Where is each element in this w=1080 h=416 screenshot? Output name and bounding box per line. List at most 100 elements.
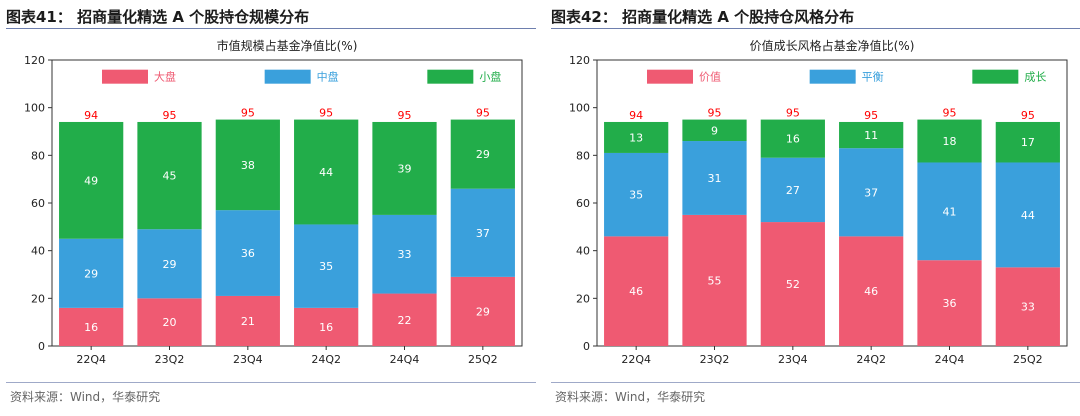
chart-container: 市值规模占基金净值比(%) 0 20 40 60 80 100 120 16 29 49 94 22Q4… (16, 34, 530, 374)
bar-segment-大盘 (215, 295, 280, 346)
data-label: 29 (476, 305, 490, 318)
data-label: 49 (84, 174, 98, 187)
data-label: 37 (476, 227, 490, 240)
bar-segment-大盘 (450, 276, 515, 346)
data-label: 33 (398, 248, 412, 261)
legend-label: 成长 (1024, 71, 1046, 84)
y-tick-label: 0 (583, 340, 590, 353)
total-label: 95 (1021, 109, 1035, 122)
y-tick-label: 60 (31, 197, 45, 210)
footer-divider (6, 382, 536, 383)
total-label: 95 (163, 109, 177, 122)
y-tick-label: 80 (576, 149, 590, 162)
total-label: 95 (708, 107, 722, 120)
x-tick-label: 23Q4 (778, 353, 808, 366)
bar-segment-大盘 (372, 293, 437, 346)
bar-segment-小盘 (215, 119, 280, 211)
legend-label: 中盘 (317, 70, 339, 84)
bar-segment-平衡 (995, 162, 1060, 268)
data-label: 13 (629, 131, 643, 144)
source-note: 资料来源：Wind，华泰研究 (10, 390, 161, 404)
total-label: 95 (241, 107, 255, 120)
data-label: 41 (943, 205, 957, 218)
stacked-bar-chart-style: 价值成长风格占基金净值比(%) 0 20 40 60 80 100 120 46 35 13 94 22… (569, 38, 1068, 366)
legend-swatch-价值 (647, 69, 693, 84)
total-label: 95 (864, 109, 878, 122)
x-tick-label: 24Q2 (856, 353, 886, 366)
data-label: 11 (864, 129, 878, 142)
bar-segment-中盘 (215, 210, 280, 296)
total-label: 94 (84, 109, 98, 122)
bar-segment-成长 (995, 121, 1060, 163)
data-label: 27 (786, 184, 800, 197)
x-tick-label: 23Q2 (700, 353, 730, 366)
data-label: 55 (708, 274, 722, 287)
bar-segment-价值 (682, 214, 747, 346)
x-tick-label: 24Q2 (311, 353, 341, 366)
bar-segment-中盘 (450, 188, 515, 277)
bar-segment-价值 (839, 236, 904, 346)
y-tick-label: 0 (38, 340, 45, 353)
bar-segment-成长 (760, 119, 825, 158)
x-tick-label: 25Q2 (468, 353, 498, 366)
data-label: 44 (1021, 209, 1035, 222)
legend-swatch-平衡 (809, 69, 856, 84)
bar-segment-价值 (917, 260, 982, 346)
data-label: 52 (786, 278, 800, 291)
total-label: 95 (476, 107, 490, 120)
bar-segment-平衡 (604, 152, 669, 237)
data-label: 29 (163, 258, 177, 271)
data-label: 17 (1021, 136, 1035, 149)
data-label: 16 (786, 133, 800, 146)
data-label: 38 (241, 159, 255, 172)
x-tick-label: 23Q2 (155, 353, 185, 366)
chart-container: 价值成长风格占基金净值比(%) 0 20 40 60 80 100 120 46 35 13 94 22… (561, 34, 1075, 374)
bar-segment-价值 (995, 267, 1060, 346)
data-label: 39 (398, 162, 412, 175)
data-label: 36 (943, 297, 957, 310)
chart-title: 价值成长风格占基金净值比(%) (750, 38, 915, 53)
data-label: 18 (943, 135, 957, 148)
data-label: 37 (864, 186, 878, 199)
legend-swatch-小盘 (427, 69, 474, 84)
bar-segment-平衡 (839, 148, 904, 237)
data-label: 46 (629, 285, 643, 298)
bar-segment-成长 (604, 121, 669, 153)
bar-segment-成长 (682, 119, 747, 142)
total-label: 95 (943, 107, 957, 120)
legend-label: 价值 (699, 71, 721, 84)
bar-segment-中盘 (372, 214, 437, 294)
legend-label: 平衡 (862, 71, 884, 84)
x-tick-label: 25Q2 (1013, 353, 1043, 366)
figure-42-panel: 图表42： 招商量化精选 A 个股持仓风格分布 价值成长风格占基金净值比(%) 0… (551, 0, 1080, 416)
bar-segment-价值 (604, 236, 669, 346)
x-tick-label: 24Q4 (935, 353, 965, 366)
data-label: 31 (708, 172, 722, 185)
bar-segment-大盘 (137, 298, 202, 346)
bar-segment-中盘 (59, 238, 124, 308)
data-label: 16 (84, 321, 98, 334)
data-label: 35 (319, 260, 333, 273)
stacked-bar-chart-size: 市值规模占基金净值比(%) 0 20 40 60 80 100 120 16 29 49 94 22Q4… (24, 38, 523, 366)
bar-segment-小盘 (372, 121, 437, 215)
bar-segment-成长 (839, 121, 904, 149)
bar-segment-小盘 (59, 121, 124, 239)
data-label: 44 (319, 166, 333, 179)
bar-segment-平衡 (917, 162, 982, 261)
legend-swatch-成长 (972, 69, 1019, 84)
y-tick-label: 120 (569, 54, 590, 67)
total-label: 95 (398, 109, 412, 122)
data-label: 36 (241, 247, 255, 260)
y-tick-label: 40 (576, 245, 590, 258)
legend-label: 小盘 (479, 70, 501, 84)
x-tick-label: 22Q4 (621, 353, 651, 366)
data-label: 29 (476, 148, 490, 161)
data-label: 16 (319, 321, 333, 334)
data-label: 29 (84, 267, 98, 280)
title-divider (6, 28, 536, 29)
y-tick-label: 100 (569, 102, 590, 115)
legend-swatch-中盘 (264, 69, 311, 84)
y-tick-label: 20 (31, 292, 45, 305)
x-tick-label: 23Q4 (233, 353, 263, 366)
bar-segment-小盘 (137, 121, 202, 230)
